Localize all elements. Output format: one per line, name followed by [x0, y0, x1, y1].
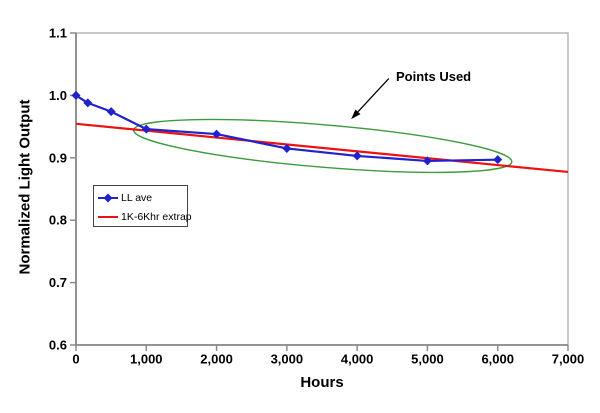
y-axis-title: Normalized Light Output — [16, 99, 34, 275]
x-tick-label: 5,000 — [411, 352, 444, 367]
data-point-marker — [422, 156, 432, 166]
extrap-line-icon — [98, 215, 118, 218]
legend-item-ll-ave: LL ave — [97, 188, 187, 207]
x-tick-label: 4,000 — [341, 352, 374, 367]
annotation-arrowhead — [351, 109, 361, 120]
legend: LL ave 1K-6Khr extrap — [93, 185, 192, 227]
data-point-marker — [106, 107, 116, 117]
points-used-label: Points Used — [396, 69, 472, 84]
legend-label-extrap: 1K-6Khr extrap — [121, 210, 192, 223]
data-point-marker — [493, 155, 503, 165]
x-tick-label: 3,000 — [271, 352, 304, 367]
y-tick-label: 0.6 — [49, 338, 67, 353]
legend-label-ll-ave: LL ave — [121, 191, 153, 204]
annotation-arrow-line — [357, 78, 390, 113]
y-tick-label: 1.1 — [49, 26, 67, 41]
data-point-marker — [83, 98, 93, 108]
y-tick-label: 0.8 — [49, 213, 67, 228]
x-tick-label: 0 — [72, 352, 79, 367]
x-tick-label: 2,000 — [200, 352, 233, 367]
extrap-line — [75, 122, 569, 174]
x-tick-label: 7,000 — [552, 352, 585, 367]
data-point-marker — [282, 143, 292, 153]
data-point-marker — [71, 90, 81, 100]
y-tick-label: 0.9 — [49, 150, 67, 165]
legend-item-extrap: 1K-6Khr extrap — [97, 207, 192, 226]
x-tick-label: 1,000 — [130, 352, 163, 367]
data-point-marker — [212, 129, 222, 139]
x-axis-title: Hours — [300, 374, 344, 391]
data-point-marker — [352, 151, 362, 161]
y-tick-label: 0.7 — [49, 275, 67, 290]
ll-ave-line-marker-icon — [98, 193, 118, 202]
data-point-marker — [141, 124, 151, 134]
y-tick-label: 1.0 — [49, 88, 67, 103]
x-tick-label: 6,000 — [481, 352, 514, 367]
points-used-ellipse — [132, 118, 513, 174]
